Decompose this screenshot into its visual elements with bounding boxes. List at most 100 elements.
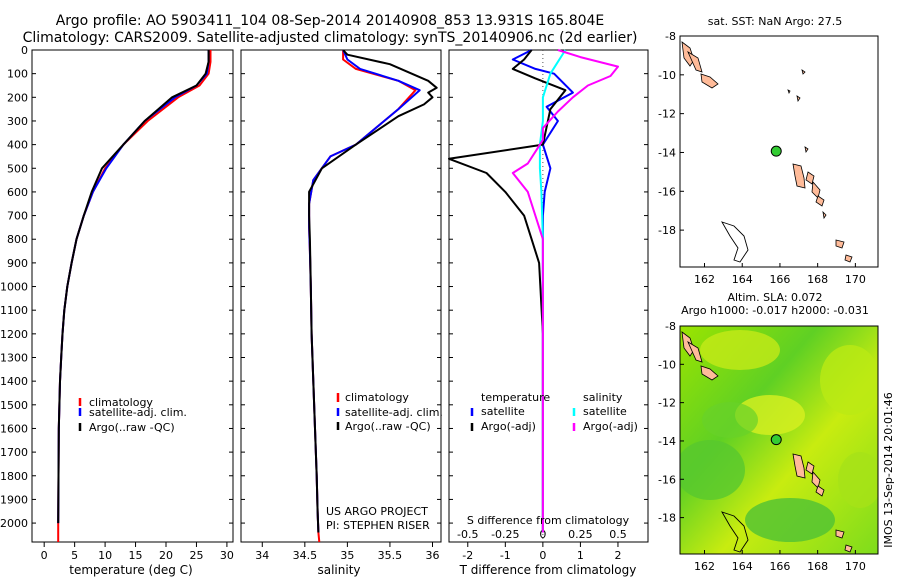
x-tick-label: 35.5 xyxy=(378,549,403,562)
s-difference-label: S difference from climatology xyxy=(467,514,630,527)
legend-label-s-satellite: satellite xyxy=(583,405,627,418)
y-tick-label: -10 xyxy=(658,69,676,82)
y-tick-label: 500 xyxy=(7,162,28,175)
temperature-panel-frame xyxy=(31,49,234,543)
y-tick-label: -8 xyxy=(665,30,676,43)
y-tick-label: 1800 xyxy=(0,470,28,483)
y-tick-label: -10 xyxy=(658,358,676,371)
island xyxy=(822,210,827,220)
pi-annotation: PI: STEPHEN RISER xyxy=(326,519,430,532)
island xyxy=(815,485,825,497)
island xyxy=(681,331,695,357)
x-tick-label: 5 xyxy=(71,549,78,562)
salinity-xlabel: salinity xyxy=(317,563,360,577)
island xyxy=(805,171,815,185)
y-tick-label: -14 xyxy=(658,146,676,159)
x-tick-label: 15 xyxy=(129,549,143,562)
x-tick-label: 164 xyxy=(732,273,753,286)
s-tick-label: -0.25 xyxy=(491,528,519,541)
difference-panel-frame xyxy=(448,49,649,543)
series-argo-raw-qc xyxy=(308,49,438,533)
s-tick-label: -0.5 xyxy=(457,528,478,541)
legend-label-satellite: satellite-adj. clim. xyxy=(345,406,443,419)
x-tick-label: 34.5 xyxy=(293,549,318,562)
legend-label-t-argo: Argo(-adj) xyxy=(481,420,536,433)
y-tick-label: -16 xyxy=(658,473,676,486)
series-t-argo-adj xyxy=(448,49,567,533)
y-tick-label: -16 xyxy=(658,185,676,198)
y-tick-label: -12 xyxy=(658,397,676,410)
x-tick-label: 36 xyxy=(425,549,439,562)
x-tick-label: 0 xyxy=(539,549,546,562)
island xyxy=(835,529,845,539)
sla-map-title-1: Altim. SLA: 0.072 xyxy=(727,291,822,304)
header-line-2: Climatology: CARS2009. Satellite-adjuste… xyxy=(23,30,638,46)
temperature-chart: 0100200300400500600700800900100011001200… xyxy=(0,44,234,562)
series-s-argo-adj xyxy=(511,49,619,533)
y-tick-label: 100 xyxy=(7,68,28,81)
island xyxy=(844,254,853,263)
series-climatology xyxy=(57,50,212,542)
y-tick-label: -18 xyxy=(658,224,676,237)
y-tick-label: 900 xyxy=(7,257,28,270)
y-tick-label: 1900 xyxy=(0,493,28,506)
x-tick-label: 166 xyxy=(769,560,790,573)
island xyxy=(700,73,719,89)
y-tick-label: 1200 xyxy=(0,328,28,341)
y-tick-label: 1500 xyxy=(0,399,28,412)
legend-label-t-satellite: satellite xyxy=(481,405,525,418)
island xyxy=(687,341,703,363)
x-tick-label: 168 xyxy=(807,273,828,286)
salinity-panel-frame xyxy=(240,49,442,543)
x-tick-label: 1 xyxy=(577,549,584,562)
y-tick-label: 1000 xyxy=(0,281,28,294)
salinity-legend: climatology satellite-adj. clim. Argo(..… xyxy=(336,391,443,433)
island xyxy=(835,239,845,249)
temperature-xlabel: temperature (deg C) xyxy=(69,563,192,577)
x-tick-label: 25 xyxy=(189,549,203,562)
y-tick-label: -18 xyxy=(658,512,676,525)
y-tick-label: 2000 xyxy=(0,517,28,530)
x-tick-label: -1 xyxy=(500,549,511,562)
island xyxy=(844,544,853,553)
y-tick-label: 1700 xyxy=(0,446,28,459)
sla-map-title-2: Argo h1000: -0.017 h2000: -0.031 xyxy=(681,304,869,317)
argo-float-marker xyxy=(770,434,782,446)
sla-map-axes: 162 164 166 168 170 -8 -10 -12 -14 -16 -18 xyxy=(658,320,866,573)
legend-label-climatology: climatology xyxy=(345,391,409,404)
project-annotation: US ARGO PROJECT xyxy=(326,505,428,518)
s-tick-label: 0.5 xyxy=(609,528,627,541)
island xyxy=(700,365,719,381)
x-tick-label: 164 xyxy=(732,560,753,573)
y-tick-label: 1600 xyxy=(0,422,28,435)
sla-blob xyxy=(680,440,745,500)
island xyxy=(792,163,806,189)
legend-label-s-argo: Argo(-adj) xyxy=(583,420,638,433)
x-tick-label: 162 xyxy=(694,560,715,573)
island xyxy=(681,41,695,67)
x-tick-label: 0 xyxy=(41,549,48,562)
x-tick-label: 35 xyxy=(340,549,354,562)
x-tick-label: 34 xyxy=(255,549,269,562)
x-tick-label: 170 xyxy=(845,560,866,573)
series-argo-raw-qc xyxy=(57,50,210,524)
reef-contour xyxy=(721,511,749,553)
header-line-1: Argo profile: AO 5903411_104 08-Sep-2014… xyxy=(56,13,605,29)
y-tick-label: 0 xyxy=(21,44,28,57)
reef-contour xyxy=(721,221,749,263)
y-tick-label: 200 xyxy=(7,91,28,104)
series-climatology xyxy=(308,50,417,543)
sst-map-axes: 162 164 166 168 170 -8 -10 -12 -14 -16 -18 xyxy=(658,30,866,286)
legend-header-salinity: salinity xyxy=(583,391,623,404)
y-tick-label: 800 xyxy=(7,233,28,246)
y-tick-label: -14 xyxy=(658,435,676,448)
sst-map-land xyxy=(681,41,853,263)
y-tick-label: 300 xyxy=(7,115,28,128)
legend-header-temperature: temperature xyxy=(481,391,550,404)
legend-label-argo: Argo(..raw -QC) xyxy=(89,421,175,434)
y-tick-label: 1100 xyxy=(0,304,28,317)
series-satellite-adj-clim xyxy=(308,49,421,533)
sla-blob xyxy=(838,452,878,508)
island xyxy=(815,195,825,207)
